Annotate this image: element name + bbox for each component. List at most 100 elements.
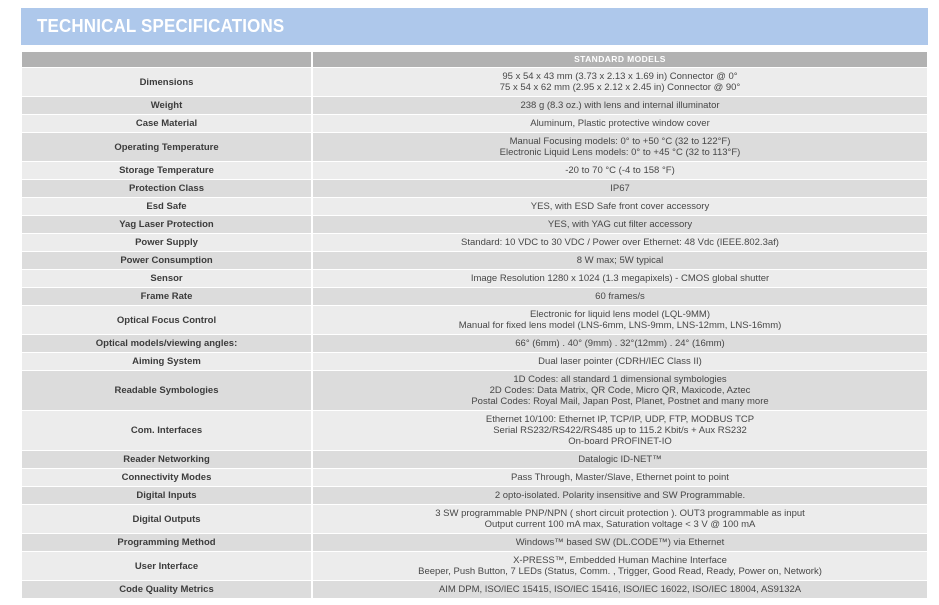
- spec-value-line: YES, with ESD Safe front cover accessory: [530, 201, 710, 212]
- spec-value-line: Aluminum, Plastic protective window cove…: [530, 118, 710, 129]
- spec-value: 1D Codes: all standard 1 dimensional sym…: [313, 371, 927, 410]
- spec-value: 238 g (8.3 oz.) with lens and internal i…: [313, 97, 927, 114]
- spec-label: Case Material: [22, 115, 311, 132]
- spec-row: Esd Safe YES, with ESD Safe front cover a…: [22, 198, 927, 215]
- spec-value: Manual Focusing models: 0° to +50 °C (32…: [313, 133, 927, 161]
- spec-label: Yag Laser Protection: [22, 216, 311, 233]
- spec-value-line: 238 g (8.3 oz.) with lens and internal i…: [520, 100, 720, 111]
- spec-label: Dimensions: [22, 68, 311, 96]
- spec-value-line: Standard: 10 VDC to 30 VDC / Power over …: [461, 237, 779, 248]
- spec-value-line: 1D Codes: all standard 1 dimensional sym…: [513, 374, 727, 385]
- spec-value-line: 60 frames/s: [595, 291, 645, 302]
- spec-value: 3 SW programmable PNP/NPN ( short circui…: [313, 505, 927, 533]
- spec-value: Dual laser pointer (CDRH/IEC Class II): [313, 353, 927, 370]
- spec-row: Case Material Aluminum, Plastic protectiv…: [22, 115, 927, 132]
- spec-row: Programming Method Windows™ based SW (DL.…: [22, 534, 927, 551]
- spec-label: Code Quality Metrics: [22, 581, 311, 598]
- spec-value: YES, with ESD Safe front cover accessory: [313, 198, 927, 215]
- spec-row: Digital Outputs 3 SW programmable PNP/NPN…: [22, 505, 927, 533]
- spec-value-line: 95 x 54 x 43 mm (3.73 x 2.13 x 1.69 in) …: [502, 71, 738, 82]
- spec-value-line: 2D Codes: Data Matrix, QR Code, Micro QR…: [489, 385, 751, 396]
- spec-value: Datalogic ID-NET™: [313, 451, 927, 468]
- spec-row: Storage Temperature -20 to 70 °C (-4 to 1…: [22, 162, 927, 179]
- table-header-standard-models: STANDARD MODELS: [313, 52, 927, 67]
- spec-label: Frame Rate: [22, 288, 311, 305]
- spec-label: Sensor: [22, 270, 311, 287]
- spec-value: -20 to 70 °C (-4 to 158 °F): [313, 162, 927, 179]
- spec-value-line: Dual laser pointer (CDRH/IEC Class II): [538, 356, 702, 367]
- spec-label: Optical models/viewing angles:: [22, 335, 311, 352]
- spec-value: Standard: 10 VDC to 30 VDC / Power over …: [313, 234, 927, 251]
- spec-label: Weight: [22, 97, 311, 114]
- spec-value-line: Datalogic ID-NET™: [578, 454, 662, 465]
- spec-row: Power Supply Standard: 10 VDC to 30 VDC /…: [22, 234, 927, 251]
- spec-label: Protection Class: [22, 180, 311, 197]
- spec-label: Readable Symbologies: [22, 371, 311, 410]
- spec-value: Pass Through, Master/Slave, Ethernet poi…: [313, 469, 927, 486]
- spec-row: Sensor Image Resolution 1280 x 1024 (1.3 …: [22, 270, 927, 287]
- spec-row: Yag Laser Protection YES, with YAG cut fi…: [22, 216, 927, 233]
- table-header-left-cell: [22, 52, 311, 67]
- spec-value-line: Beeper, Push Button, 7 LEDs (Status, Com…: [418, 566, 822, 577]
- specifications-table: STANDARD MODELS Dimensions 95 x 54 x 43 m…: [22, 52, 927, 599]
- spec-row: Optical models/viewing angles: 66° (6mm) …: [22, 335, 927, 352]
- spec-value-line: -20 to 70 °C (-4 to 158 °F): [565, 165, 675, 176]
- spec-value-line: Pass Through, Master/Slave, Ethernet poi…: [511, 472, 729, 483]
- spec-row: Connectivity Modes Pass Through, Master/S…: [22, 469, 927, 486]
- spec-value: 66° (6mm) . 40° (9mm) . 32°(12mm) . 24° …: [313, 335, 927, 352]
- spec-value: Ethernet 10/100: Ethernet IP, TCP/IP, UD…: [313, 411, 927, 450]
- spec-label: Reader Networking: [22, 451, 311, 468]
- spec-label: Power Supply: [22, 234, 311, 251]
- spec-row: Code Quality Metrics AIM DPM, ISO/IEC 154…: [22, 581, 927, 598]
- spec-row: Digital Inputs 2 opto-isolated. Polarity …: [22, 487, 927, 504]
- spec-value: 60 frames/s: [313, 288, 927, 305]
- spec-value-line: AIM DPM, ISO/IEC 15415, ISO/IEC 15416, I…: [438, 584, 802, 595]
- spec-value: X-PRESS™, Embedded Human Machine Interfa…: [313, 552, 927, 580]
- spec-value-line: Serial RS232/RS422/RS485 up to 115.2 Kbi…: [493, 425, 747, 436]
- spec-value-line: On-board PROFINET-IO: [568, 436, 672, 447]
- spec-label: Operating Temperature: [22, 133, 311, 161]
- spec-row: Weight 238 g (8.3 oz.) with lens and inte…: [22, 97, 927, 114]
- table-header-row: STANDARD MODELS: [22, 52, 927, 67]
- spec-row: Frame Rate 60 frames/s: [22, 288, 927, 305]
- spec-label: User Interface: [22, 552, 311, 580]
- spec-row: Com. Interfaces Ethernet 10/100: Ethernet…: [22, 411, 927, 450]
- spec-value: 95 x 54 x 43 mm (3.73 x 2.13 x 1.69 in) …: [313, 68, 927, 96]
- spec-value: YES, with YAG cut filter accessory: [313, 216, 927, 233]
- spec-value-line: 2 opto-isolated. Polarity insensitive an…: [494, 490, 746, 501]
- spec-value-line: 8 W max; 5W typical: [576, 255, 664, 266]
- spec-value: IP67: [313, 180, 927, 197]
- spec-row: Readable Symbologies 1D Codes: all standa…: [22, 371, 927, 410]
- spec-value: Image Resolution 1280 x 1024 (1.3 megapi…: [313, 270, 927, 287]
- spec-label: Com. Interfaces: [22, 411, 311, 450]
- spec-value-line: Electronic for liquid lens model (LQL-9M…: [529, 309, 711, 320]
- spec-row: Optical Focus Control Electronic for liqu…: [22, 306, 927, 334]
- spec-label: Aiming System: [22, 353, 311, 370]
- spec-label: Digital Outputs: [22, 505, 311, 533]
- spec-value-line: Windows™ based SW (DL.CODE™) via Etherne…: [515, 537, 725, 548]
- spec-value-line: 3 SW programmable PNP/NPN ( short circui…: [435, 508, 805, 519]
- spec-label: Digital Inputs: [22, 487, 311, 504]
- spec-value-line: X-PRESS™, Embedded Human Machine Interfa…: [513, 555, 727, 566]
- spec-row: Protection Class IP67: [22, 180, 927, 197]
- spec-row: Power Consumption 8 W max; 5W typical: [22, 252, 927, 269]
- spec-label: Power Consumption: [22, 252, 311, 269]
- spec-value-line: 66° (6mm) . 40° (9mm) . 32°(12mm) . 24° …: [515, 338, 725, 349]
- spec-label: Optical Focus Control: [22, 306, 311, 334]
- spec-value: 8 W max; 5W typical: [313, 252, 927, 269]
- spec-row: User Interface X-PRESS™, Embedded Human M…: [22, 552, 927, 580]
- spec-label: Esd Safe: [22, 198, 311, 215]
- table-body: Dimensions 95 x 54 x 43 mm (3.73 x 2.13 x…: [22, 68, 927, 598]
- spec-value: Electronic for liquid lens model (LQL-9M…: [313, 306, 927, 334]
- spec-label: Connectivity Modes: [22, 469, 311, 486]
- spec-row: Dimensions 95 x 54 x 43 mm (3.73 x 2.13 x…: [22, 68, 927, 96]
- spec-label: Storage Temperature: [22, 162, 311, 179]
- spec-value-line: Manual Focusing models: 0° to +50 °C (32…: [509, 136, 731, 147]
- spec-row: Aiming System Dual laser pointer (CDRH/IE…: [22, 353, 927, 370]
- spec-row: Reader Networking Datalogic ID-NET™: [22, 451, 927, 468]
- spec-label: Programming Method: [22, 534, 311, 551]
- spec-value-line: Output current 100 mA max, Saturation vo…: [484, 519, 756, 530]
- spec-value-line: IP67: [610, 183, 630, 194]
- section-title-bar: TECHNICAL SPECIFICATIONS: [21, 8, 928, 45]
- spec-value: Windows™ based SW (DL.CODE™) via Etherne…: [313, 534, 927, 551]
